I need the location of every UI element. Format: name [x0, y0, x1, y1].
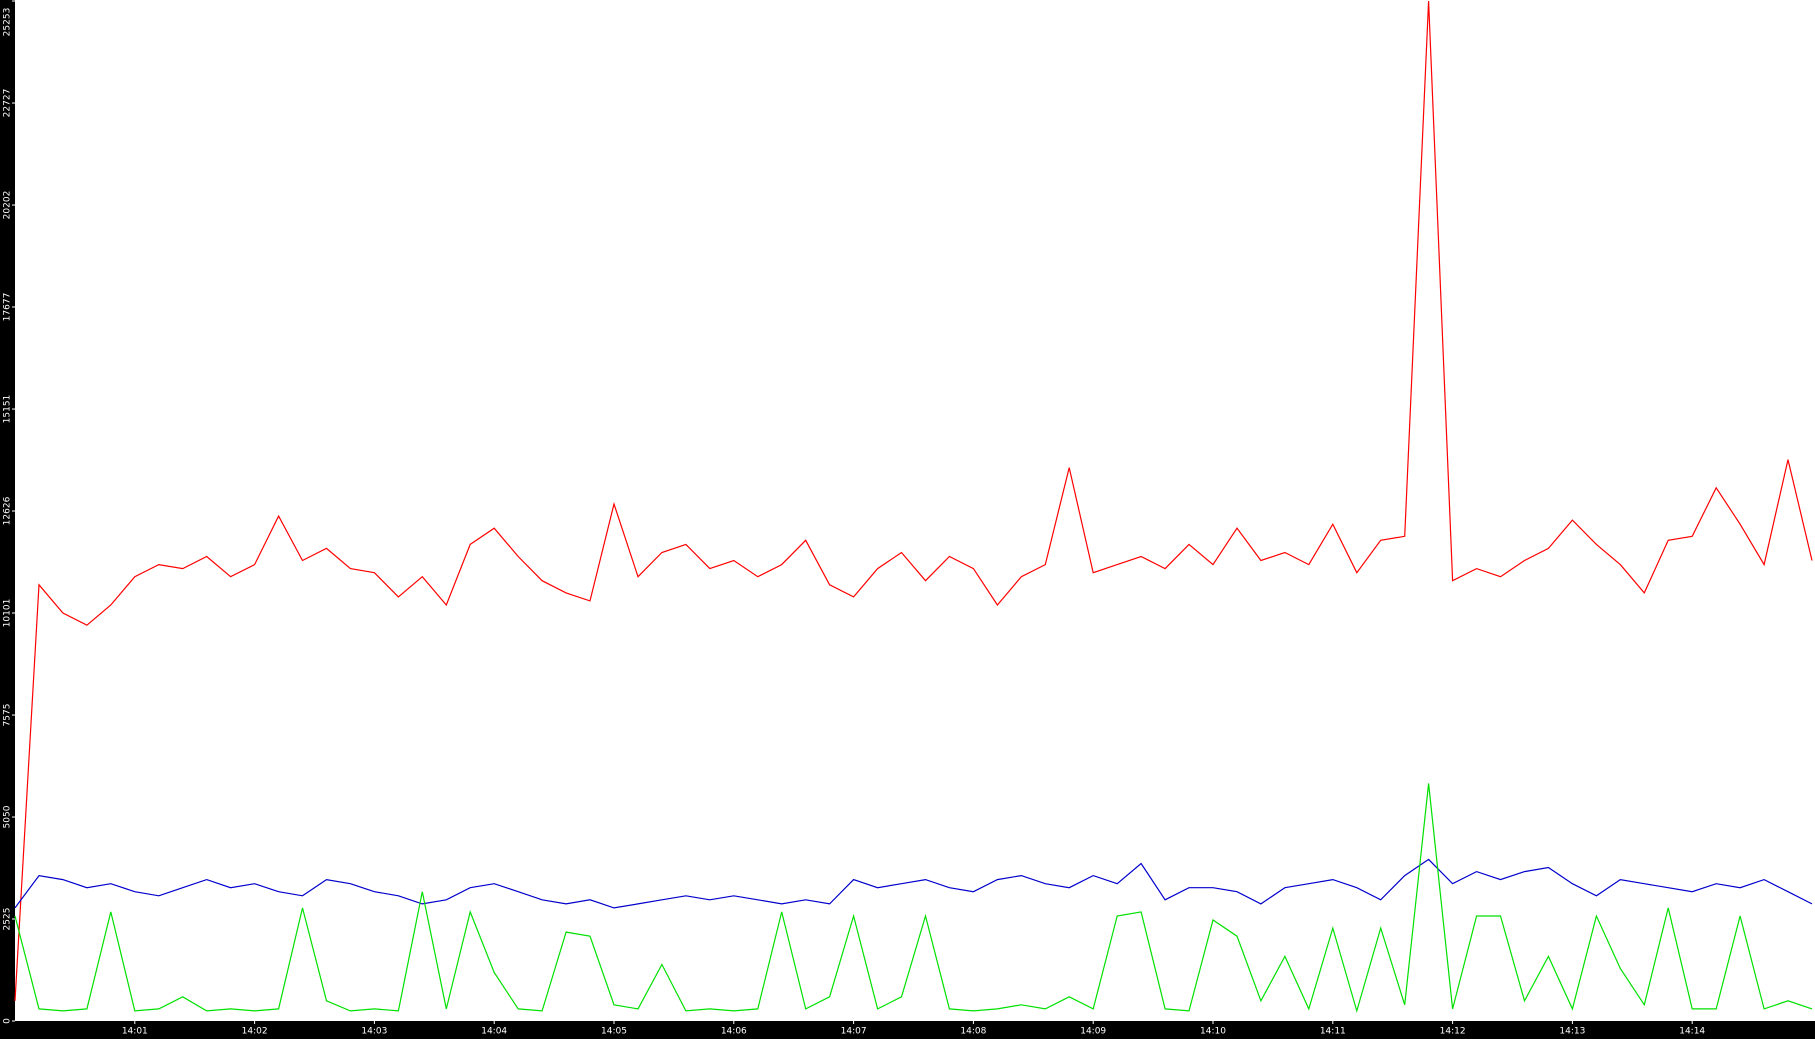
x-tick-label: 14:01 [122, 1027, 148, 1037]
y-tick-label: 17677 [3, 293, 13, 322]
y-tick-label: 2525 [3, 908, 13, 931]
x-tick-label: 14:04 [481, 1027, 507, 1037]
series-line [14, 783, 1813, 1014]
y-tick-label: 25253 [3, 8, 13, 37]
x-tick-label: 14:05 [601, 1027, 627, 1037]
x-tick-label: 14:10 [1200, 1027, 1226, 1037]
y-tick-label: 7575 [3, 704, 13, 727]
y-tick-label: 15151 [3, 395, 13, 424]
x-tick-label: 14:06 [721, 1027, 747, 1037]
y-axis-strip [0, 0, 15, 1039]
y-tick-label: 12626 [3, 496, 13, 525]
y-tick-label: 10101 [3, 599, 13, 628]
x-tick-label: 14:03 [361, 1027, 387, 1037]
x-tick-label: 14:07 [841, 1027, 867, 1037]
x-tick-label: 14:08 [960, 1027, 986, 1037]
x-tick-label: 14:02 [242, 1027, 268, 1037]
x-tick-label: 14:14 [1679, 1027, 1705, 1037]
x-tick-label: 14:12 [1440, 1027, 1466, 1037]
y-tick-label: 20202 [3, 191, 13, 220]
x-tick-label: 14:13 [1559, 1027, 1585, 1037]
series-line [14, 858, 1813, 909]
y-tick-label: 0 [3, 1018, 13, 1024]
x-axis-strip [0, 1021, 1815, 1039]
x-tick-label: 14:11 [1320, 1027, 1346, 1037]
y-tick-label: 5050 [3, 805, 13, 828]
series-line [14, 0, 1813, 1001]
y-tick-label: 22727 [3, 89, 13, 118]
x-tick-label: 14:09 [1080, 1027, 1106, 1037]
